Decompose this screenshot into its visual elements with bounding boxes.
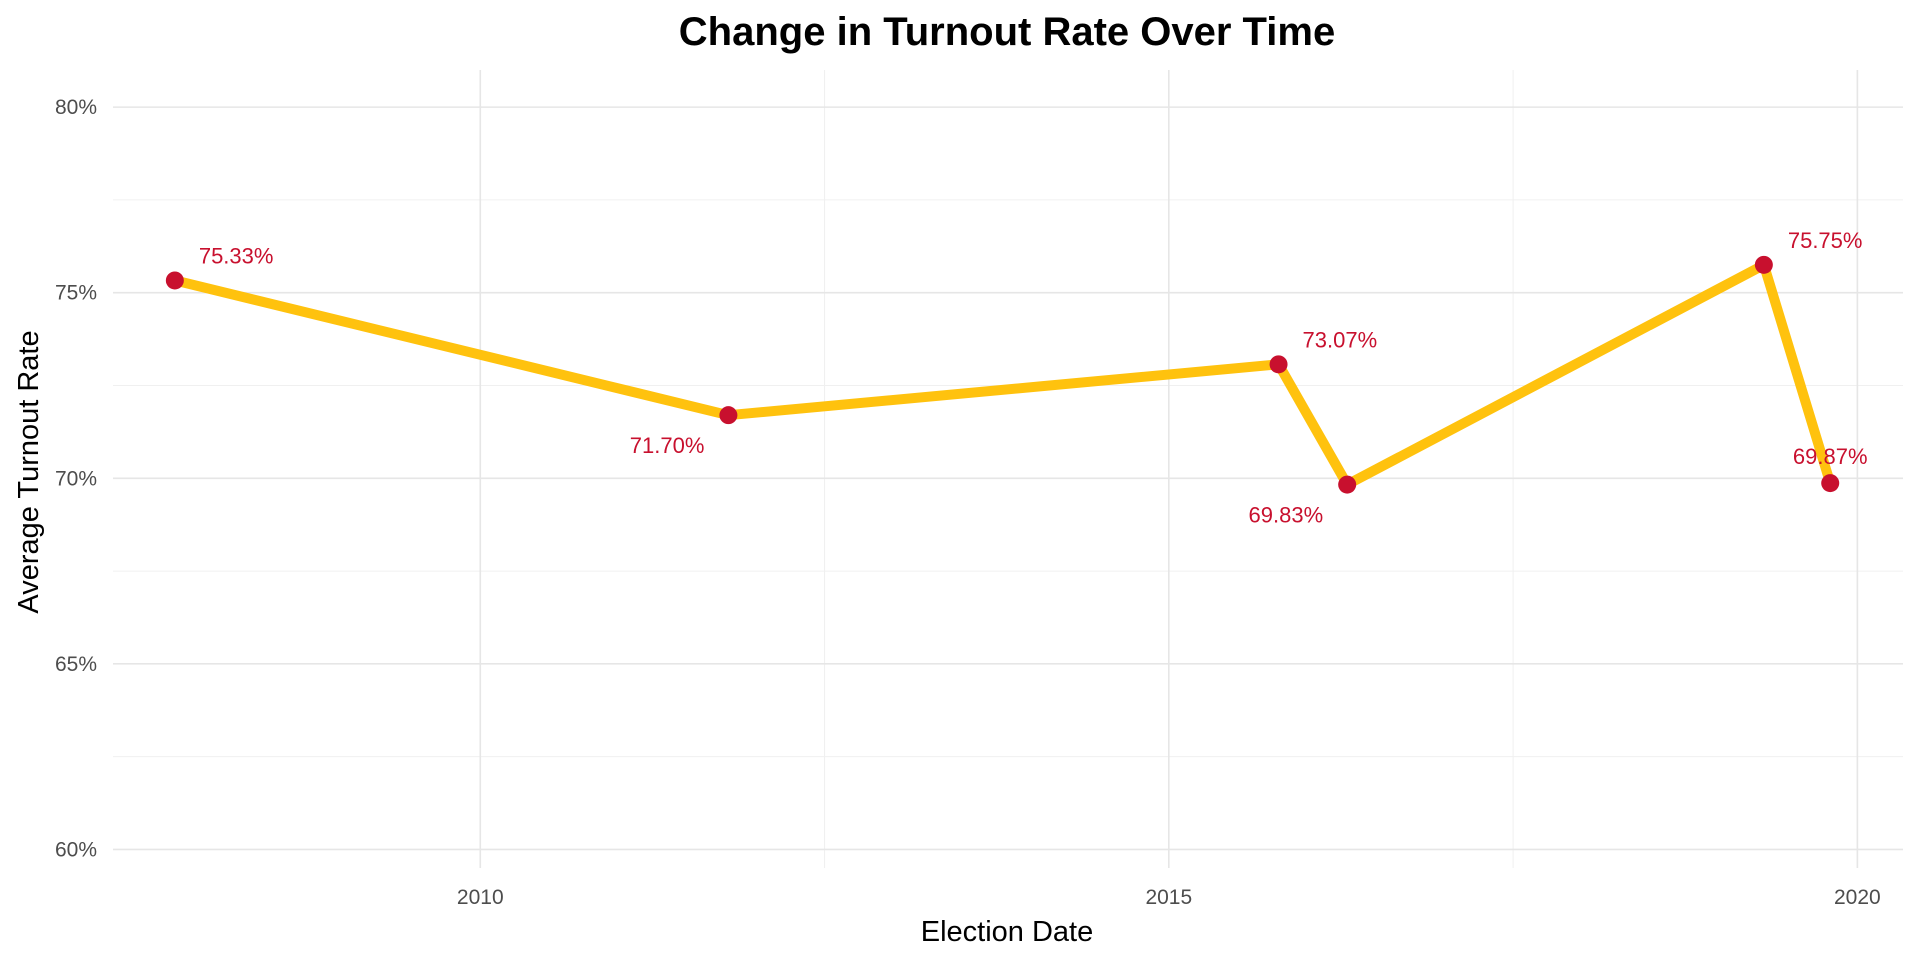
x-tick-label: 2010 (457, 886, 504, 909)
major-grid (113, 70, 1903, 868)
y-axis-title: Average Turnout Rate (13, 330, 45, 613)
y-tick-label: 60% (55, 838, 97, 861)
data-label: 73.07% (1303, 327, 1378, 352)
data-labels: 75.33% 71.70% 73.07% 69.83% 75.75% 69.87% (199, 228, 1868, 528)
minor-grid (113, 70, 1903, 868)
y-tick-label: 80% (55, 96, 97, 119)
y-tick-label: 65% (55, 653, 97, 676)
data-point (1269, 355, 1288, 374)
series-line-layer (169, 259, 1836, 490)
data-label: 69.87% (1793, 444, 1868, 469)
data-point (1338, 475, 1357, 494)
y-tick-label: 75% (55, 282, 97, 305)
x-tick-label: 2015 (1145, 886, 1192, 909)
data-point (1821, 474, 1840, 493)
data-label: 69.83% (1249, 503, 1324, 528)
data-points (165, 255, 1840, 494)
data-label: 75.33% (199, 243, 274, 268)
y-tick-label: 70% (55, 467, 97, 490)
series-line (169, 259, 1836, 490)
x-axis-ticks: 2010 2015 2020 (457, 886, 1881, 909)
data-point (1754, 255, 1773, 274)
y-axis-ticks: 60% 65% 70% 75% 80% (55, 96, 97, 861)
chart-title: Change in Turnout Rate Over Time (679, 10, 1335, 54)
data-label: 71.70% (630, 433, 705, 458)
data-label: 75.75% (1788, 228, 1863, 253)
data-point (165, 271, 184, 290)
x-tick-label: 2020 (1834, 886, 1881, 909)
x-axis-title: Election Date (921, 916, 1094, 948)
data-point (719, 406, 738, 425)
